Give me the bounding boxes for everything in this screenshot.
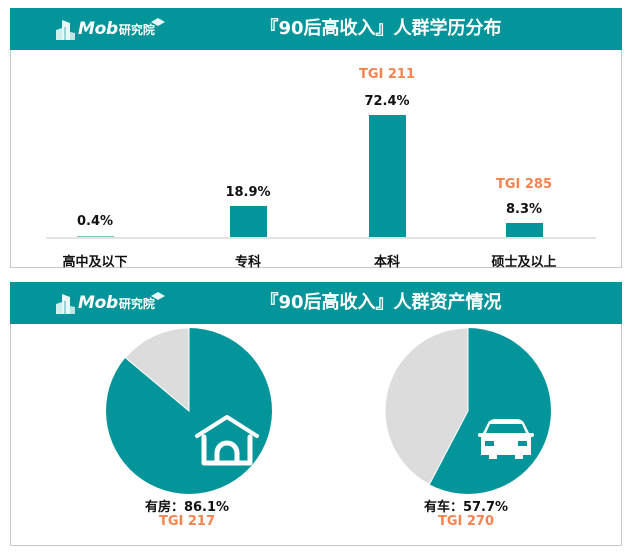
bar-value-label: 8.3%	[505, 202, 543, 217]
education-panel: Mob 研究院 『90后高收入』人群学历分布 0.4% 高中及以下 18.9% …	[10, 8, 622, 270]
house-ownership-label: 有房：86.1%	[144, 500, 230, 515]
bar-associate	[230, 206, 267, 237]
logo-text: Mob	[78, 19, 118, 39]
mob-logo: Mob 研究院	[54, 291, 165, 315]
assets-panel: Mob 研究院 『90后高收入』人群资产情况 有房：86.1% TGI 217	[10, 282, 622, 546]
house-tgi-label: TGI 217	[158, 514, 216, 529]
panel-header: Mob 研究院 『90后高收入』人群学历分布	[10, 8, 622, 50]
car-tgi-label: TGI 270	[437, 514, 495, 529]
tgi-label: TGI 211	[358, 67, 416, 82]
car-icon	[478, 419, 534, 459]
panel-header: Mob 研究院 『90后高收入』人群资产情况	[10, 282, 622, 324]
bar-value-label: 18.9%	[225, 185, 271, 200]
panel-title: 『90后高收入』人群学历分布	[260, 18, 502, 39]
mob-logo: Mob 研究院	[54, 17, 165, 41]
category-label: 专科	[234, 255, 261, 270]
tgi-label: TGI 285	[495, 177, 553, 192]
bar-high-school	[77, 236, 114, 237]
logo-cn-text: 研究院	[118, 22, 155, 37]
bar-master-above	[506, 223, 543, 237]
graduation-cap-icon	[150, 292, 165, 300]
bar-value-label: 0.4%	[76, 214, 114, 229]
house-pie-chart	[106, 327, 272, 494]
bar-bachelor	[369, 115, 406, 237]
category-label: 硕士及以上	[491, 255, 557, 270]
car-ownership-label: 有车：57.7%	[423, 500, 509, 515]
logo-cn-text: 研究院	[118, 296, 155, 311]
category-label: 本科	[373, 255, 400, 270]
chart-baseline	[46, 237, 596, 239]
category-label: 高中及以下	[62, 255, 128, 270]
panel-title: 『90后高收入』人群资产情况	[260, 292, 502, 313]
bar-value-label: 72.4%	[364, 94, 410, 109]
bar-chart: 0.4% 高中及以下 18.9% 专科 72.4% TGI 211 本科 8.3…	[11, 9, 621, 270]
building-logo-icon	[56, 294, 75, 314]
graduation-cap-icon	[150, 18, 165, 26]
house-icon	[195, 415, 259, 466]
logo-text: Mob	[78, 293, 118, 313]
building-logo-icon	[56, 20, 75, 40]
car-pie-chart	[384, 327, 551, 494]
